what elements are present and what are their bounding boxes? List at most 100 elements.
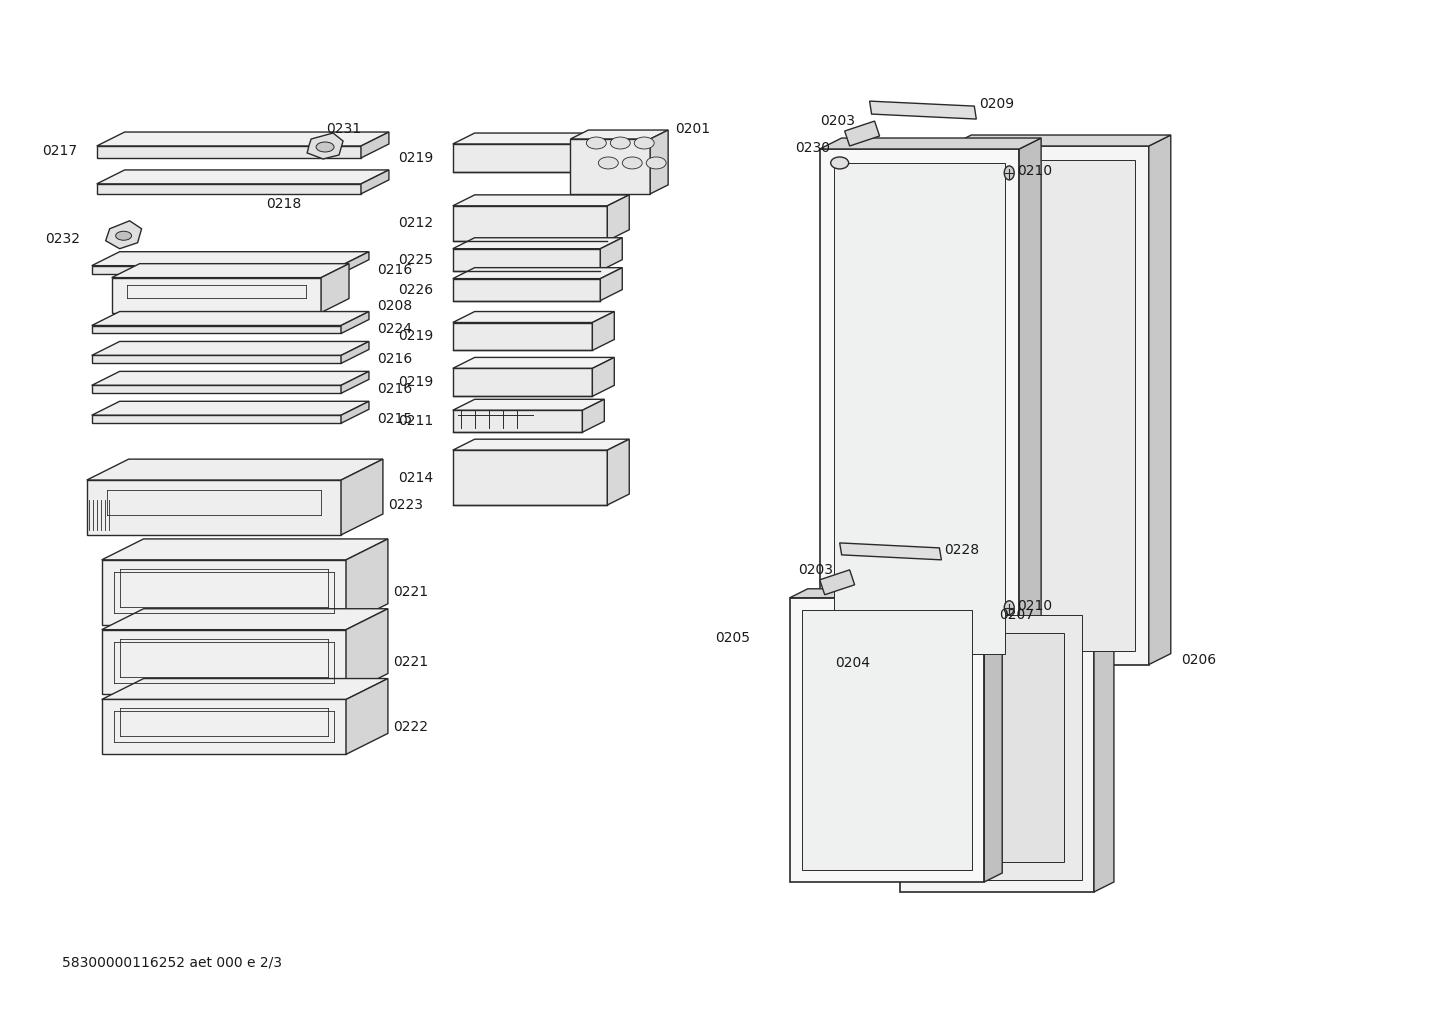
Polygon shape xyxy=(593,358,614,396)
Ellipse shape xyxy=(623,157,642,169)
Text: 0217: 0217 xyxy=(42,144,76,158)
Polygon shape xyxy=(97,146,360,158)
Text: 0218: 0218 xyxy=(267,197,301,211)
Text: 0232: 0232 xyxy=(45,231,79,246)
Polygon shape xyxy=(92,401,369,416)
Polygon shape xyxy=(453,312,614,322)
Polygon shape xyxy=(1149,136,1171,664)
Polygon shape xyxy=(900,603,1094,892)
Text: 0209: 0209 xyxy=(979,97,1014,111)
Polygon shape xyxy=(102,699,346,754)
Polygon shape xyxy=(92,356,342,364)
Polygon shape xyxy=(453,439,629,450)
Polygon shape xyxy=(87,460,384,480)
Polygon shape xyxy=(583,399,604,432)
Polygon shape xyxy=(92,266,342,274)
Text: 0212: 0212 xyxy=(398,216,433,230)
Text: 0210: 0210 xyxy=(1017,164,1053,178)
Polygon shape xyxy=(342,252,369,274)
Polygon shape xyxy=(453,206,607,240)
Ellipse shape xyxy=(1004,601,1014,614)
Polygon shape xyxy=(111,264,349,277)
Polygon shape xyxy=(92,341,369,356)
Polygon shape xyxy=(111,277,322,313)
Text: 0224: 0224 xyxy=(376,322,412,336)
Bar xyxy=(911,614,1082,880)
Polygon shape xyxy=(453,399,604,411)
Polygon shape xyxy=(342,401,369,423)
Polygon shape xyxy=(97,132,389,146)
Polygon shape xyxy=(650,130,668,194)
Polygon shape xyxy=(453,237,623,249)
Polygon shape xyxy=(346,608,388,695)
Polygon shape xyxy=(839,543,942,559)
Ellipse shape xyxy=(115,231,131,240)
Text: 0203: 0203 xyxy=(819,114,855,128)
Polygon shape xyxy=(607,195,629,240)
Text: 0222: 0222 xyxy=(392,719,428,734)
Polygon shape xyxy=(360,132,389,158)
Polygon shape xyxy=(1094,593,1113,892)
Polygon shape xyxy=(453,358,614,369)
Polygon shape xyxy=(819,138,1041,149)
Polygon shape xyxy=(600,237,623,271)
Polygon shape xyxy=(342,341,369,364)
Polygon shape xyxy=(360,170,389,194)
Text: 0225: 0225 xyxy=(398,253,433,267)
Polygon shape xyxy=(949,136,1171,146)
Text: 0208: 0208 xyxy=(376,299,412,313)
Text: 0223: 0223 xyxy=(388,498,423,512)
Text: 0204: 0204 xyxy=(835,655,870,669)
Text: 0219: 0219 xyxy=(398,329,433,343)
Polygon shape xyxy=(1019,138,1041,667)
Ellipse shape xyxy=(634,137,655,149)
Text: 58300000116252 aet 000 e 2/3: 58300000116252 aet 000 e 2/3 xyxy=(62,956,281,970)
Polygon shape xyxy=(102,679,388,699)
Polygon shape xyxy=(453,411,583,432)
Text: 0214: 0214 xyxy=(398,471,433,485)
Bar xyxy=(802,609,972,870)
Polygon shape xyxy=(949,146,1149,664)
Polygon shape xyxy=(92,416,342,423)
Polygon shape xyxy=(453,450,607,505)
Ellipse shape xyxy=(587,137,606,149)
Text: 0211: 0211 xyxy=(398,415,433,428)
Polygon shape xyxy=(102,539,388,559)
Polygon shape xyxy=(102,630,346,695)
Polygon shape xyxy=(87,480,342,535)
Polygon shape xyxy=(453,322,593,351)
Polygon shape xyxy=(102,559,346,625)
Polygon shape xyxy=(97,170,389,183)
Polygon shape xyxy=(322,264,349,313)
Text: 0231: 0231 xyxy=(326,122,360,137)
Polygon shape xyxy=(819,149,1019,667)
Polygon shape xyxy=(607,439,629,505)
Polygon shape xyxy=(453,144,597,172)
Polygon shape xyxy=(342,460,384,535)
Text: 0216: 0216 xyxy=(376,353,412,367)
Polygon shape xyxy=(790,598,985,882)
Polygon shape xyxy=(600,268,623,301)
Text: 0215: 0215 xyxy=(376,413,412,426)
Polygon shape xyxy=(593,312,614,351)
Text: 0216: 0216 xyxy=(376,382,412,396)
Text: 0219: 0219 xyxy=(398,151,433,165)
Polygon shape xyxy=(105,221,141,249)
Polygon shape xyxy=(597,133,619,172)
Bar xyxy=(930,633,1064,862)
Ellipse shape xyxy=(598,157,619,169)
Text: 0203: 0203 xyxy=(797,562,833,577)
Polygon shape xyxy=(92,252,369,266)
Bar xyxy=(833,163,1005,653)
Text: 0201: 0201 xyxy=(675,122,711,137)
Polygon shape xyxy=(453,249,600,271)
Polygon shape xyxy=(453,195,629,206)
Text: 0219: 0219 xyxy=(398,375,433,389)
Polygon shape xyxy=(92,371,369,385)
Polygon shape xyxy=(346,539,388,625)
Polygon shape xyxy=(819,570,855,595)
Polygon shape xyxy=(92,325,342,333)
Polygon shape xyxy=(453,268,623,278)
Text: 0207: 0207 xyxy=(999,607,1034,622)
Text: 0221: 0221 xyxy=(392,585,428,599)
